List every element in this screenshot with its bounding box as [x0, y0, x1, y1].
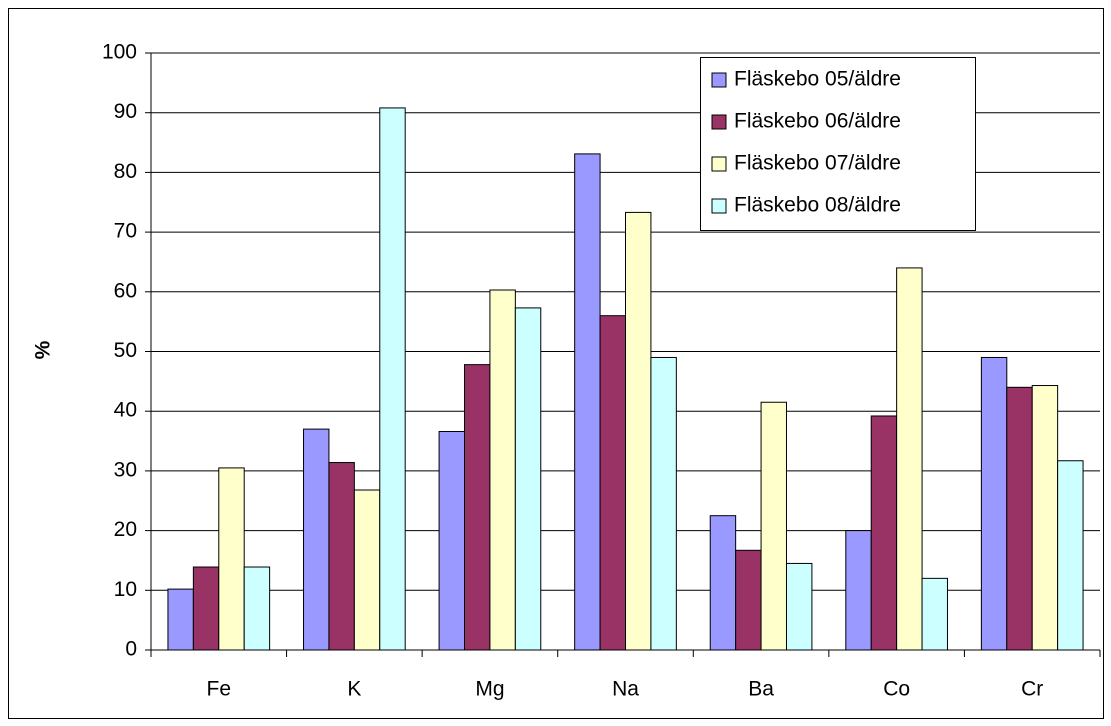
bar	[625, 211, 652, 651]
y-tick-label: 0	[125, 638, 137, 661]
legend-swatch	[711, 156, 727, 172]
bar	[243, 566, 271, 651]
x-tick-label: Cr	[1021, 678, 1043, 701]
bar	[1031, 385, 1059, 651]
x-tick-label: K	[347, 678, 361, 701]
legend-swatch	[711, 198, 727, 214]
bar	[980, 356, 1008, 651]
legend-label: Fläskebo 06/äldre	[734, 110, 901, 133]
bar	[870, 415, 898, 651]
bar	[353, 489, 381, 651]
legend-box	[700, 57, 976, 231]
bar	[921, 577, 948, 651]
y-tick-label: 10	[114, 578, 137, 601]
bar	[218, 467, 245, 651]
bar	[785, 562, 813, 651]
x-tick-label: Co	[883, 678, 910, 701]
y-tick-label: 20	[114, 518, 137, 541]
bar	[167, 588, 194, 651]
y-tick-label: 100	[102, 41, 137, 64]
bar	[709, 515, 737, 651]
y-tick-label: 40	[114, 399, 137, 422]
x-tick-label: Ba	[748, 678, 774, 701]
bar	[489, 289, 516, 651]
x-tick-label: Mg	[475, 678, 504, 701]
bar	[1057, 460, 1084, 651]
bar	[464, 364, 491, 651]
y-tick-label: 30	[114, 458, 137, 481]
bar	[303, 428, 330, 651]
legend-label: Fläskebo 07/äldre	[734, 152, 901, 175]
y-tick-label: 80	[114, 160, 137, 183]
bar	[328, 462, 355, 651]
bar	[379, 107, 406, 651]
bar	[192, 566, 220, 651]
legend-label: Fläskebo 05/äldre	[734, 68, 901, 91]
y-tick-label: 90	[114, 100, 137, 123]
bar	[438, 430, 466, 651]
bar	[514, 307, 542, 651]
y-tick-label: 60	[114, 279, 137, 302]
bar	[650, 356, 677, 651]
legend-swatch	[711, 72, 727, 88]
bar	[760, 401, 787, 651]
bar	[574, 153, 601, 651]
bar	[896, 267, 923, 651]
x-tick-label: Na	[612, 678, 639, 701]
legend-swatch	[711, 114, 727, 130]
bar	[735, 549, 762, 651]
bar	[845, 530, 872, 651]
y-axis-label: %	[32, 340, 55, 359]
y-tick-label: 50	[114, 339, 137, 362]
bar	[599, 315, 627, 651]
bar	[1006, 386, 1033, 651]
y-tick-label: 70	[114, 220, 137, 243]
x-tick-label: Fe	[207, 678, 232, 701]
legend-label: Fläskebo 08/äldre	[734, 194, 901, 217]
